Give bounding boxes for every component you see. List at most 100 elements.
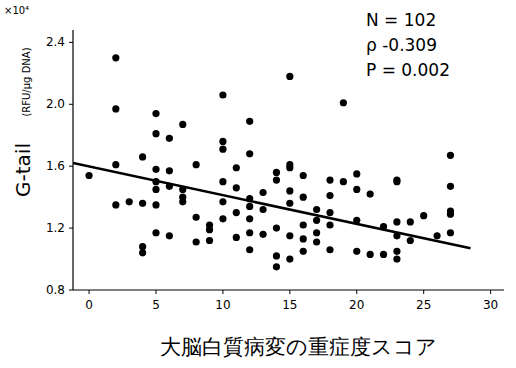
point — [420, 212, 427, 219]
point — [246, 118, 253, 125]
point — [340, 178, 347, 185]
point — [126, 198, 133, 205]
point — [300, 172, 307, 179]
y-tick — [69, 104, 73, 105]
point — [152, 130, 159, 137]
point — [233, 184, 240, 191]
x-tick-label: 10 — [215, 298, 230, 312]
point — [313, 206, 320, 213]
x-tick — [490, 290, 491, 294]
point — [300, 221, 307, 228]
point — [326, 221, 333, 228]
point — [219, 215, 226, 222]
x-tick-label: 25 — [416, 298, 431, 312]
point — [286, 200, 293, 207]
point — [246, 246, 253, 253]
point — [367, 251, 374, 258]
point — [313, 217, 320, 224]
point — [259, 189, 266, 196]
point — [273, 263, 280, 270]
y-tick-label: 1.2 — [46, 221, 65, 235]
y-axis — [72, 30, 73, 290]
point — [286, 164, 293, 171]
y-label-unit: (RFU/μg DNA) — [21, 47, 32, 116]
point — [353, 170, 360, 177]
point — [313, 229, 320, 236]
point — [139, 243, 146, 250]
point — [152, 166, 159, 173]
point — [313, 238, 320, 245]
point — [300, 248, 307, 255]
y-tick — [69, 228, 73, 229]
point — [219, 146, 226, 153]
point — [326, 209, 333, 216]
annotation: N = 102 — [366, 10, 436, 30]
point — [393, 218, 400, 225]
point — [139, 153, 146, 160]
point — [233, 234, 240, 241]
point — [447, 211, 454, 218]
point — [407, 237, 414, 244]
point — [326, 177, 333, 184]
point — [166, 135, 173, 142]
point — [246, 203, 253, 210]
point — [286, 255, 293, 262]
point — [193, 238, 200, 245]
point — [273, 177, 280, 184]
x-tick-label: 5 — [152, 298, 160, 312]
point — [447, 229, 454, 236]
point — [286, 232, 293, 239]
point — [112, 105, 119, 112]
y-tick-label: 2.0 — [46, 97, 65, 111]
trendline — [73, 163, 471, 248]
point — [326, 192, 333, 199]
point — [273, 169, 280, 176]
annotation: ρ -0.309 — [366, 35, 437, 55]
y-tick — [69, 290, 73, 291]
x-tick — [89, 290, 90, 294]
point — [447, 183, 454, 190]
point — [233, 209, 240, 216]
x-tick — [155, 290, 156, 294]
y-tick-label: 2.4 — [46, 35, 65, 49]
point — [246, 215, 253, 222]
point — [433, 232, 440, 239]
point — [112, 54, 119, 61]
plot-area — [73, 54, 471, 270]
point — [206, 226, 213, 233]
point — [233, 164, 240, 171]
point — [112, 201, 119, 208]
point — [219, 178, 226, 185]
point — [193, 214, 200, 221]
point — [139, 249, 146, 256]
point — [179, 121, 186, 128]
y-label: G-tail — [11, 143, 35, 197]
point — [179, 198, 186, 205]
point — [273, 224, 280, 231]
point — [166, 167, 173, 174]
point — [219, 198, 226, 205]
point — [326, 246, 333, 253]
point — [300, 235, 307, 242]
y-multiplier: ×10⁴ — [4, 5, 29, 16]
point — [393, 255, 400, 262]
point — [246, 229, 253, 236]
point — [259, 206, 266, 213]
x-tick-label: 30 — [483, 298, 498, 312]
point — [259, 231, 266, 238]
point — [447, 152, 454, 159]
point — [286, 187, 293, 194]
point — [152, 201, 159, 208]
point — [166, 232, 173, 239]
point — [367, 190, 374, 197]
point — [206, 237, 213, 244]
x-tick — [222, 290, 223, 294]
x-tick — [289, 290, 290, 294]
point — [152, 229, 159, 236]
point — [407, 218, 414, 225]
point — [286, 73, 293, 80]
y-tick — [69, 42, 73, 43]
point — [380, 251, 387, 258]
point — [300, 194, 307, 201]
point — [152, 186, 159, 193]
